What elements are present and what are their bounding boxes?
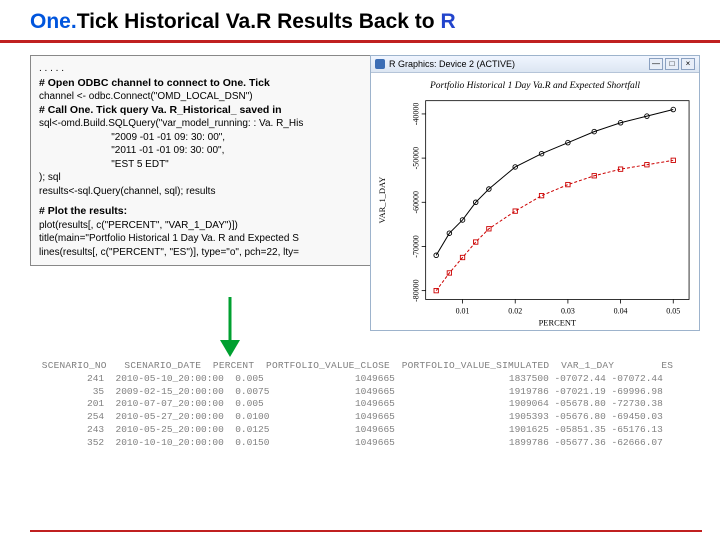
maximize-button[interactable]: □ (665, 58, 679, 70)
r-graphics-window: R Graphics: Device 2 (ACTIVE) — □ × Port… (370, 55, 700, 331)
code-line-1: channel <- odbc.Connect("OMD_LOCAL_DSN") (39, 90, 401, 104)
svg-text:0.04: 0.04 (614, 306, 628, 315)
title-part2: Tick (77, 10, 119, 33)
svg-text:-50000: -50000 (412, 147, 421, 170)
table-row: 352 2010-10-10_20:00:00 0.0150 1049665 1… (30, 437, 702, 450)
title-area: One.Tick Historical Va.R Results Back to… (0, 0, 720, 43)
minimize-button[interactable]: — (649, 58, 663, 70)
code-comment-3: # Plot the results: (39, 204, 401, 218)
chart-plot-area: 0.01 0.02 0.03 0.04 0.05 -80000 -70000 -60000 -5… (371, 95, 699, 330)
title-part-blue1: One. (30, 10, 77, 33)
code-line-8: plot(results[, c("PERCENT", "VAR_1_DAY")… (39, 219, 401, 233)
chart-title: Portfolio Historical 1 Day Va.R and Expe… (371, 73, 699, 95)
code-line-4: "2011 -01 -01 09: 30: 00", (39, 144, 401, 158)
code-line-7: results<-sql.Query(channel, sql); result… (39, 185, 401, 199)
close-button[interactable]: × (681, 58, 695, 70)
table-header: SCENARIO_NO SCENARIO_DATE PERCENT PORTFO… (30, 360, 702, 373)
svg-text:0.03: 0.03 (561, 306, 575, 315)
code-comment-1: # Open ODBC channel to connect to One. T… (39, 76, 401, 90)
green-arrow-icon (210, 292, 250, 362)
svg-text:-60000: -60000 (412, 191, 421, 214)
code-line-3: "2009 -01 -01 09: 30: 00", (39, 131, 401, 145)
code-dots: . . . . . (39, 62, 401, 76)
r-window-title: R Graphics: Device 2 (ACTIVE) (389, 59, 515, 69)
svg-text:0.01: 0.01 (456, 306, 470, 315)
table-row: 241 2010-05-10_20:00:00 0.005 1049665 18… (30, 373, 702, 386)
results-table: SCENARIO_NO SCENARIO_DATE PERCENT PORTFO… (30, 360, 702, 450)
svg-text:VAR_1_DAY: VAR_1_DAY (377, 177, 387, 224)
content-area: . . . . . # Open ODBC channel to connect… (0, 43, 720, 266)
code-line-6: ); sql (39, 171, 401, 185)
table-row: 35 2009-02-15_20:00:00 0.0075 1049665 19… (30, 386, 702, 399)
svg-text:-80000: -80000 (412, 279, 421, 302)
svg-text:0.05: 0.05 (666, 306, 680, 315)
footer-divider (30, 530, 702, 532)
title-part-r: R (440, 10, 455, 33)
code-line-2: sql<-omd.Build.SQLQuery("var_model_runni… (39, 117, 401, 131)
svg-text:0.02: 0.02 (508, 306, 522, 315)
svg-text:PERCENT: PERCENT (539, 317, 577, 327)
title-part4: R Results Back to (256, 10, 440, 33)
r-window-titlebar[interactable]: R Graphics: Device 2 (ACTIVE) — □ × (371, 56, 699, 73)
page-title: One.Tick Historical Va.R Results Back to… (30, 10, 690, 34)
table-row: 201 2010-07-07_20:00:00 0.005 1049665 19… (30, 398, 702, 411)
window-buttons: — □ × (649, 58, 695, 70)
title-part3: Historical Va. (118, 10, 256, 33)
chart-svg: 0.01 0.02 0.03 0.04 0.05 -80000 -70000 -60000 -5… (371, 95, 699, 330)
svg-text:-70000: -70000 (412, 235, 421, 258)
r-code-box: . . . . . # Open ODBC channel to connect… (30, 55, 410, 266)
code-line-10: lines(results[, c("PERCENT", "ES")], typ… (39, 246, 401, 260)
code-line-9: title(main="Portfolio Historical 1 Day V… (39, 232, 401, 246)
code-line-5: "EST 5 EDT" (39, 158, 401, 172)
svg-text:-40000: -40000 (412, 103, 421, 126)
r-app-icon (375, 59, 385, 69)
table-row: 254 2010-05-27_20:00:00 0.0100 1049665 1… (30, 411, 702, 424)
table-row: 243 2010-05-25_20:00:00 0.0125 1049665 1… (30, 424, 702, 437)
code-comment-2: # Call One. Tick query Va. R_Historical_… (39, 103, 401, 117)
